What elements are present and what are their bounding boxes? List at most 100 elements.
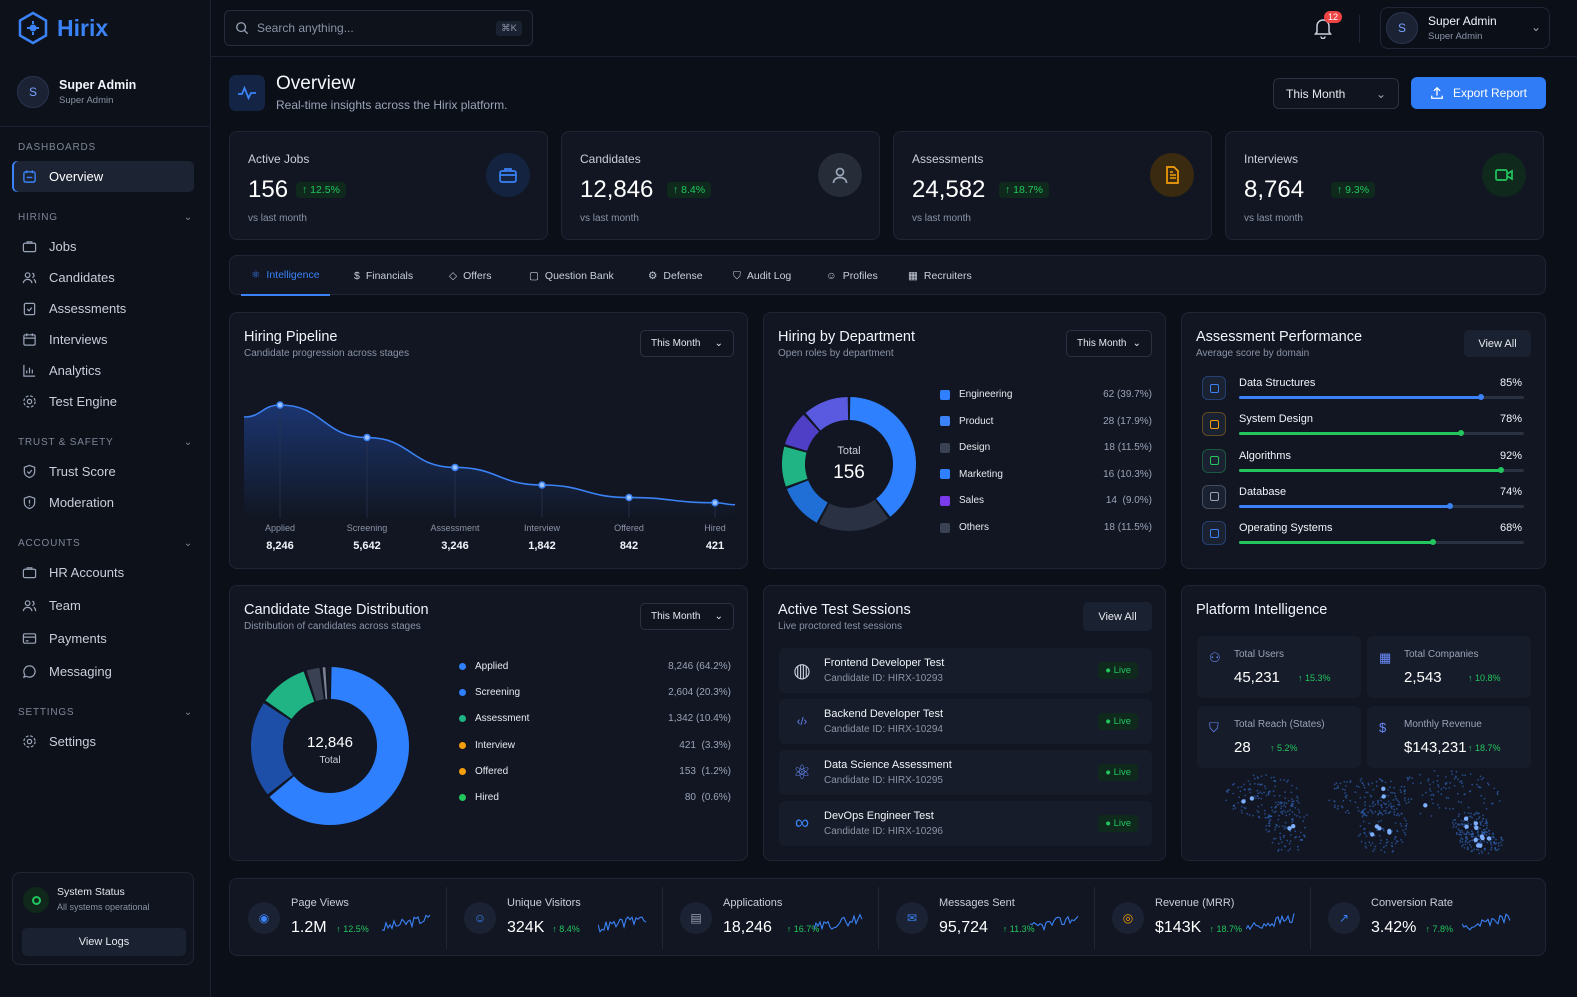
sidebar-item-jobs[interactable]: Jobs (12, 231, 194, 262)
sidebar-item-hr-accounts[interactable]: HR Accounts (12, 557, 194, 588)
sidebar-item-assessments[interactable]: Assessments (12, 293, 194, 324)
view-logs-button[interactable]: View Logs (22, 928, 186, 956)
performance-row[interactable]: Data Structures 85% (1198, 375, 1530, 403)
view-all-button[interactable]: View All (1083, 602, 1152, 631)
stat-item[interactable]: ✉ Messages Sent 95,724 ↑ 11.3% (878, 879, 1094, 957)
sidebar-item-overview[interactable]: Overview (12, 161, 194, 192)
map-dot (1294, 830, 1297, 833)
legend-value: 421 (3.3%) (679, 739, 731, 751)
kpi-card[interactable]: Candidates 12,846 ↑ 8.4% vs last month (561, 131, 880, 240)
sidebar-item-analytics[interactable]: Analytics (12, 355, 194, 386)
logo[interactable]: Hirix (17, 11, 108, 45)
map-dot (1258, 816, 1261, 819)
platform-stat[interactable]: $ Monthly Revenue $143,231 ↑ 18.7% (1367, 706, 1531, 768)
map-dot (1296, 799, 1298, 802)
export-report-button[interactable]: Export Report (1411, 77, 1546, 109)
search-input[interactable] (257, 21, 489, 35)
map-hotspot (1387, 830, 1392, 835)
tab-question-bank[interactable]: ▢ Question Bank (529, 256, 614, 296)
stat-item[interactable]: ☺ Unique Visitors 324K ↑ 8.4% (446, 879, 662, 957)
stat-item[interactable]: ◎ Revenue (MRR) $143K ↑ 18.7% (1094, 879, 1310, 957)
sidebar-item-messaging[interactable]: Messaging (12, 656, 194, 687)
session-row[interactable]: ‹/› Backend Developer Test Candidate ID: H… (779, 699, 1152, 744)
platform-stat[interactable]: ⛉ Total Reach (States) 28 ↑ 5.2% (1197, 706, 1361, 768)
sidebar-item-payments[interactable]: Payments (12, 623, 194, 654)
map-dot (1432, 802, 1434, 805)
notifications-button[interactable]: 12 (1313, 11, 1343, 44)
map-dot (1490, 802, 1493, 805)
sidebar-item-test-engine[interactable]: Test Engine (12, 386, 194, 417)
period-select[interactable]: This Month ⌄ (1066, 330, 1152, 357)
sidebar-item-settings[interactable]: Settings (12, 726, 194, 757)
tab-profiles[interactable]: ☺ Profiles (826, 256, 878, 296)
sidebar-item-interviews[interactable]: Interviews (12, 324, 194, 355)
stat-item[interactable]: ↗ Conversion Rate 3.42% ↑ 7.8% (1310, 879, 1526, 957)
tab-offers[interactable]: ◇ Offers (449, 256, 491, 296)
tab-intelligence[interactable]: ⚛ Intelligence (241, 256, 330, 296)
map-dot (1490, 848, 1492, 851)
performance-row[interactable]: Algorithms 92% (1198, 448, 1530, 476)
map-dot (1278, 814, 1280, 817)
kpi-note: vs last month (248, 213, 307, 224)
map-dot (1479, 823, 1482, 826)
performance-row[interactable]: Database 74% (1198, 484, 1530, 512)
map-dot (1268, 822, 1270, 824)
search-box[interactable]: ⌘K (224, 10, 533, 46)
legend-value: 62 (39.7%) (1103, 389, 1152, 400)
section-accounts[interactable]: ACCOUNTS ⌄ (18, 538, 193, 549)
map-dot (1450, 770, 1453, 773)
map-dot (1487, 783, 1490, 786)
section-hiring[interactable]: HIRING ⌄ (18, 212, 193, 223)
section-settings[interactable]: SETTINGS ⌄ (18, 707, 193, 718)
map-dot (1265, 774, 1267, 776)
sidebar-item-candidates[interactable]: Candidates (12, 262, 194, 293)
map-dot (1470, 835, 1473, 838)
sidebar-item-moderation[interactable]: Moderation (12, 487, 194, 518)
stat-item[interactable]: ▤ Applications 18,246 ↑ 16.7% (662, 879, 878, 957)
kpi-card[interactable]: Active Jobs 156 ↑ 12.5% vs last month (229, 131, 548, 240)
map-dot (1274, 785, 1276, 788)
map-dot (1398, 814, 1401, 817)
tab-defense[interactable]: ⚙ Defense (648, 256, 703, 296)
map-dot (1384, 809, 1387, 812)
session-candidate-id: Candidate ID: HIRX-10293 (824, 673, 943, 684)
map-dot (1390, 791, 1392, 794)
kpi-note: vs last month (580, 213, 639, 224)
user-menu[interactable]: S Super Admin Super Admin ⌄ (1380, 7, 1550, 49)
performance-row[interactable]: Operating Systems 68% (1198, 520, 1530, 548)
map-dot (1463, 811, 1466, 814)
map-dot (1359, 779, 1362, 782)
map-dot (1465, 837, 1467, 840)
platform-stat[interactable]: ⚇ Total Users 45,231 ↑ 15.3% (1197, 636, 1361, 698)
kpi-card[interactable]: Assessments 24,582 ↑ 18.7% vs last month (893, 131, 1212, 240)
period-select[interactable]: This Month ⌄ (640, 603, 734, 630)
session-row[interactable]: ◍ Frontend Developer Test Candidate ID: HI… (779, 648, 1152, 693)
map-dot (1440, 793, 1443, 796)
platform-stat[interactable]: ▦ Total Companies 2,543 ↑ 10.8% (1367, 636, 1531, 698)
tab-recruiters[interactable]: ▦ Recruiters (908, 256, 972, 296)
tab-audit-log[interactable]: ⛉ Audit Log (733, 256, 791, 296)
session-row[interactable]: ∞ DevOps Engineer Test Candidate ID: HIRX-… (779, 801, 1152, 846)
session-row[interactable]: ⚛ Data Science Assessment Candidate ID: HI… (779, 750, 1152, 795)
period-select[interactable]: This Month ⌄ (1273, 78, 1399, 109)
section-trust-safety[interactable]: TRUST & SAFETY ⌄ (18, 437, 193, 448)
map-dot (1264, 787, 1267, 790)
map-dot (1373, 848, 1376, 851)
kpi-card[interactable]: Interviews 8,764 ↑ 9.3% vs last month (1225, 131, 1544, 240)
map-dot (1346, 809, 1349, 812)
sidebar-item-trust-score[interactable]: Trust Score (12, 456, 194, 487)
view-all-button[interactable]: View All (1464, 330, 1531, 357)
sidebar-item-team[interactable]: Team (12, 590, 194, 621)
tab-financials[interactable]: $ Financials (354, 256, 413, 296)
map-dot (1268, 820, 1271, 822)
sidebar-user-card[interactable]: S Super Admin Super Admin (17, 76, 136, 108)
period-select[interactable]: This Month ⌄ (640, 330, 734, 357)
map-dot (1459, 780, 1461, 783)
map-dot (1238, 796, 1241, 799)
divider (1359, 15, 1360, 43)
map-dot (1483, 797, 1486, 800)
performance-row[interactable]: System Design 78% (1198, 411, 1530, 439)
map-dot (1383, 810, 1385, 812)
stat-item[interactable]: ◉ Page Views 1.2M ↑ 12.5% (230, 879, 446, 957)
map-dot (1344, 785, 1347, 787)
